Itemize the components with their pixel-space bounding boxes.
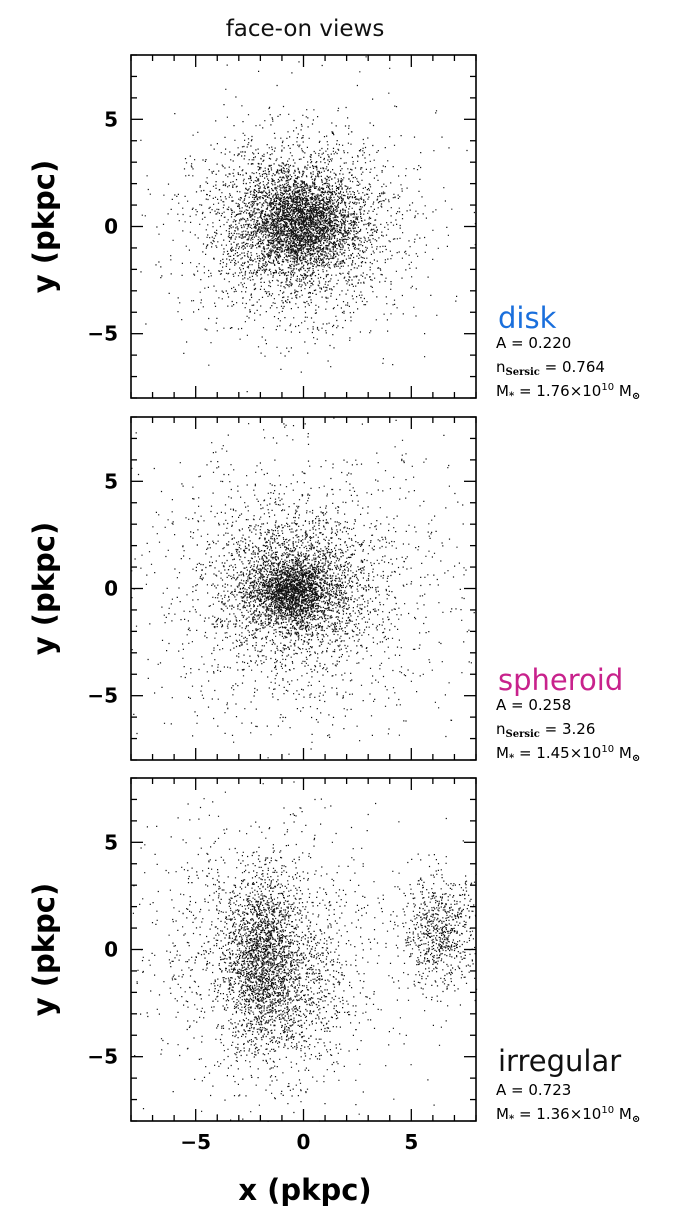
- statistic-line: A = 0.220: [496, 334, 571, 352]
- x-tick-label: 0: [297, 1130, 311, 1154]
- statistic-line: A = 0.258: [496, 696, 571, 714]
- y-tick-label: 0: [104, 938, 118, 962]
- particle-path: [140, 56, 477, 393]
- x-tick-label: −5: [180, 1130, 211, 1154]
- y-axis-label: y (pkpc): [27, 160, 61, 294]
- y-axis-label: y (pkpc): [27, 522, 61, 656]
- y-tick-label: 5: [104, 469, 118, 493]
- y-axis-label: y (pkpc): [27, 883, 61, 1017]
- x-tick-label: 5: [404, 1130, 418, 1154]
- y-tick-label: 0: [104, 215, 118, 239]
- statistic-line: nSersic = 0.764: [496, 358, 605, 378]
- panel-statistics: A = 0.258 nSersic = 3.26 M* = 1.45×1010 M⊙: [496, 696, 640, 764]
- particle-path: [131, 417, 475, 759]
- statistic-line: nSersic = 3.26: [496, 720, 595, 740]
- axes-frame: [130, 777, 477, 1122]
- statistic-line: M* = 1.36×1010 M⊙: [496, 1105, 640, 1125]
- particle-points: [131, 417, 475, 759]
- morphology-label: spheroid: [498, 663, 623, 697]
- ticks: [130, 416, 477, 761]
- y-tick-label: 5: [104, 107, 118, 131]
- morphology-label: disk: [498, 301, 557, 335]
- statistic-line: A = 0.723: [496, 1081, 571, 1099]
- panel-statistics: A = 0.723 M* = 1.36×1010 M⊙: [496, 1081, 640, 1125]
- morphology-label: irregular: [498, 1044, 621, 1078]
- ticks: [130, 777, 477, 1122]
- particle-points: [132, 781, 478, 1122]
- particle-points: [140, 56, 477, 393]
- figure-title: face-on views: [226, 16, 385, 42]
- statistic-line: M* = 1.45×1010 M⊙: [496, 744, 640, 764]
- x-axis-label: x (pkpc): [238, 1173, 371, 1207]
- panel-statistics: A = 0.220 nSersic = 0.764 M* = 1.76×1010 M…: [496, 334, 640, 402]
- y-tick-label: −5: [87, 684, 118, 708]
- y-tick-label: 5: [104, 830, 118, 854]
- axes-frame: [130, 416, 477, 761]
- particle-path: [132, 781, 478, 1122]
- panel-irregular: 5 0 −5 y (pkpc) irregular A = 0.723 M* = 1.36×…: [27, 777, 640, 1125]
- statistic-line: M* = 1.76×1010 M⊙: [496, 382, 640, 402]
- y-tick-label: −5: [87, 1045, 118, 1069]
- y-tick-label: −5: [87, 322, 118, 346]
- y-tick-label: 0: [104, 577, 118, 601]
- ticks: [130, 54, 477, 399]
